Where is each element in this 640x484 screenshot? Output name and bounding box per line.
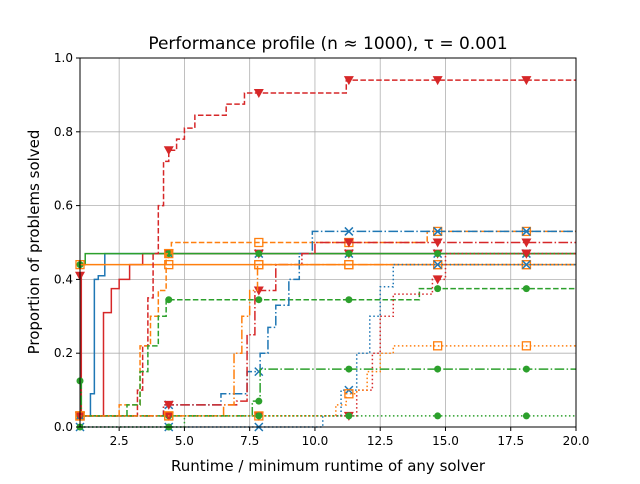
square-marker <box>521 341 532 351</box>
series-line <box>80 230 576 417</box>
triangle-down-marker <box>521 76 532 86</box>
series-line <box>80 252 576 417</box>
square-marker <box>164 259 174 270</box>
series-blue-dotted <box>75 260 576 432</box>
square-marker <box>344 259 354 270</box>
triangle-down-marker <box>253 89 264 99</box>
circle-marker <box>165 250 173 258</box>
triangle-down-marker <box>521 249 532 259</box>
circle-marker <box>434 250 442 258</box>
series-line <box>80 415 576 428</box>
square-marker <box>344 389 354 399</box>
square-marker <box>432 341 443 351</box>
circle-marker <box>522 365 530 373</box>
x-marker <box>433 260 443 270</box>
triangle-down-marker <box>343 76 354 86</box>
y-tick-label: 1.0 <box>54 51 73 65</box>
series-line <box>80 230 576 417</box>
x-marker <box>521 226 531 236</box>
circle-marker <box>255 412 263 420</box>
triangle-down-marker <box>432 238 443 248</box>
circle-marker <box>255 397 263 405</box>
triangle-down-marker <box>163 400 174 410</box>
triangle-down-marker <box>343 238 354 248</box>
chart-title: Performance profile (n ≈ 1000), τ = 0.00… <box>148 34 507 54</box>
x-marker <box>344 226 354 236</box>
circle-marker <box>255 296 263 304</box>
series-line <box>80 287 576 417</box>
x-tick-label: 7.5 <box>240 434 259 448</box>
ticks: 2.5 5.0 7.5 10.0 12.5 15.0 17.5 20.0 0.0 0.2 0.4 0.… <box>54 51 589 448</box>
y-tick-label: 0.4 <box>54 272 73 286</box>
square-marker <box>164 411 174 421</box>
y-tick-label: 0.6 <box>54 199 73 213</box>
circle-marker <box>522 285 530 293</box>
triangle-down-marker <box>432 76 443 86</box>
triangle-down-marker <box>432 275 443 285</box>
series-line <box>80 368 576 417</box>
plot-frame <box>79 57 577 428</box>
x-tick-label: 20.0 <box>563 434 590 448</box>
circle-marker <box>345 296 353 304</box>
triangle-down-marker <box>163 146 174 156</box>
circle-marker <box>345 412 353 420</box>
triangle-down-marker <box>253 286 264 296</box>
y-tick-label: 0.2 <box>54 346 73 360</box>
circle-marker <box>165 296 173 304</box>
x-tick-label: 15.0 <box>432 434 459 448</box>
series-green-solid <box>76 250 576 269</box>
y-tick-label: 0.8 <box>54 125 73 139</box>
circle-marker <box>255 250 263 258</box>
x-axis-label: Runtime / minimum runtime of any solver <box>171 457 486 475</box>
series-red-dashdot <box>75 238 576 421</box>
x-tick-label: 17.5 <box>497 434 524 448</box>
circle-marker <box>434 285 442 293</box>
triangle-down-marker <box>521 238 532 248</box>
x-tick-label: 5.0 <box>175 434 194 448</box>
series-line <box>80 252 576 417</box>
circle-marker <box>522 412 530 420</box>
square-marker <box>164 248 174 259</box>
series-line <box>80 252 576 266</box>
square-marker <box>254 259 264 270</box>
series-line <box>80 241 576 417</box>
circle-marker <box>345 365 353 373</box>
series-orange-dashed <box>75 226 576 421</box>
series-blue-dashdot <box>75 226 576 421</box>
series-green-dashed <box>76 285 576 420</box>
x-marker <box>521 260 531 270</box>
series-green-dashdot <box>76 365 576 420</box>
series-line <box>80 79 576 417</box>
y-axis-label: Proportion of problems solved <box>25 130 43 355</box>
series-green-dotted <box>76 412 576 431</box>
square-marker <box>254 411 264 421</box>
x-tick-label: 12.5 <box>367 434 394 448</box>
circle-marker <box>434 412 442 420</box>
series-group <box>75 76 576 432</box>
square-marker <box>254 237 264 248</box>
x-tick-label: 2.5 <box>110 434 129 448</box>
x-tick-label: 10.0 <box>302 434 329 448</box>
y-tick-label: 0.0 <box>54 420 73 434</box>
series-line <box>80 345 576 417</box>
circle-marker <box>434 365 442 373</box>
series-orange-solid <box>75 259 576 270</box>
series-line <box>80 263 576 417</box>
x-marker <box>433 226 443 236</box>
series-line <box>80 252 576 417</box>
circle-marker <box>345 250 353 258</box>
